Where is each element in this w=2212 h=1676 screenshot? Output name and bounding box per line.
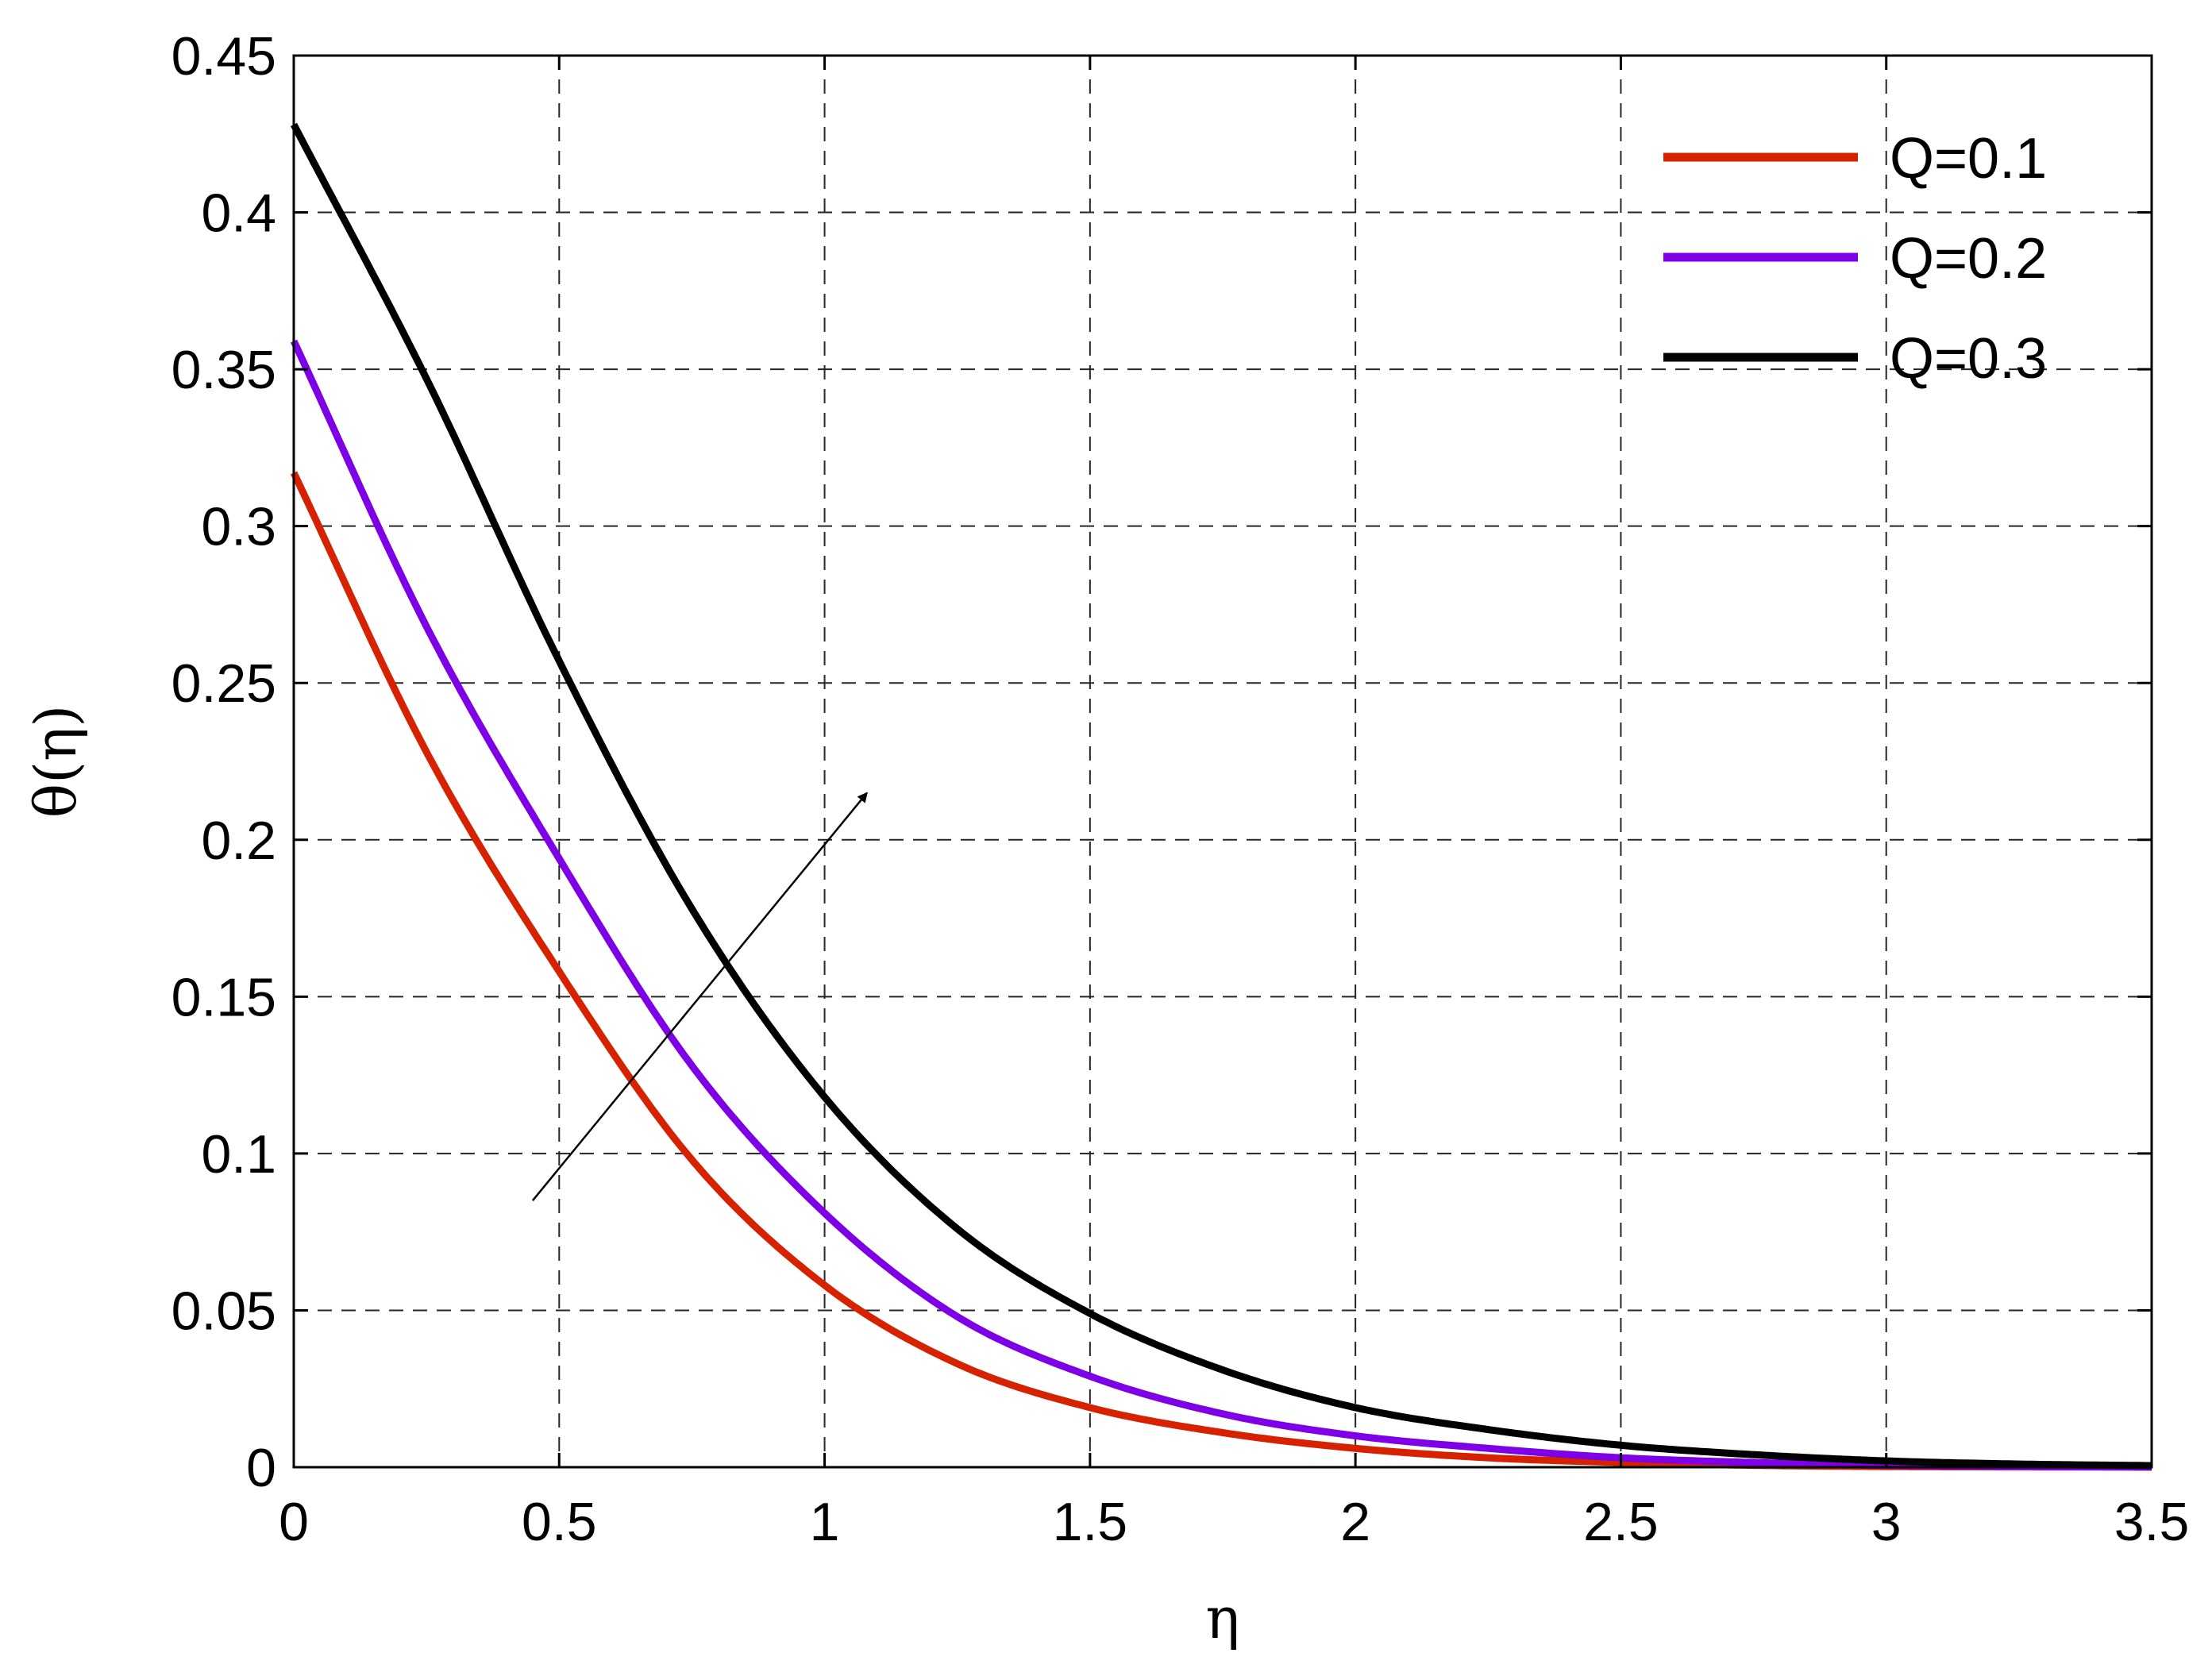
series-line-2 [290,339,2152,1471]
y-tick-label: 0.25 [171,653,276,714]
y-axis-label: θ(η) [22,705,89,819]
y-tick-label: 0.35 [171,340,276,400]
increase-arrow [531,792,869,1201]
y-tick-label: 0.15 [171,967,276,1027]
y-tick-label: 0.45 [171,26,276,87]
legend-label-3: Q=0.3 [1890,327,2047,391]
x-tick-label: 0 [279,1492,309,1552]
legend-label-2: Q=0.2 [1890,227,2047,291]
x-tick-label: 3 [1871,1492,1902,1552]
x-tick-label: 1 [810,1492,840,1552]
y-tick-label: 0.2 [201,811,276,871]
legend-label-1: Q=0.1 [1890,127,2047,191]
x-axis-label: η [1205,1585,1239,1651]
plot-frame [292,54,2153,1469]
y-tick-label: 0.4 [201,183,276,244]
x-tick-label: 2.5 [1583,1492,1659,1552]
annotation-group [531,792,869,1201]
y-tick-label: 0.05 [171,1281,276,1341]
x-tick-label: 1.5 [1053,1492,1128,1552]
x-tick-label: 2 [1340,1492,1370,1552]
y-tick-label: 0.3 [201,497,276,557]
y-tick-label: 0.1 [201,1124,276,1185]
y-tick-label: 0 [246,1438,276,1498]
x-tick-label: 0.5 [522,1492,597,1552]
grid [294,56,2152,1467]
legend: Q=0.1 Q=0.2 Q=0.3 [1663,127,2047,391]
x-tick-label: 3.5 [2114,1492,2190,1552]
axis-ticks: 0 0.5 1 1.5 2 2.5 3 3.5 0 0.05 0.1 0.15 0.2 0.25 0.3 0.… [171,26,2190,1552]
series-line-3 [291,122,2152,1470]
